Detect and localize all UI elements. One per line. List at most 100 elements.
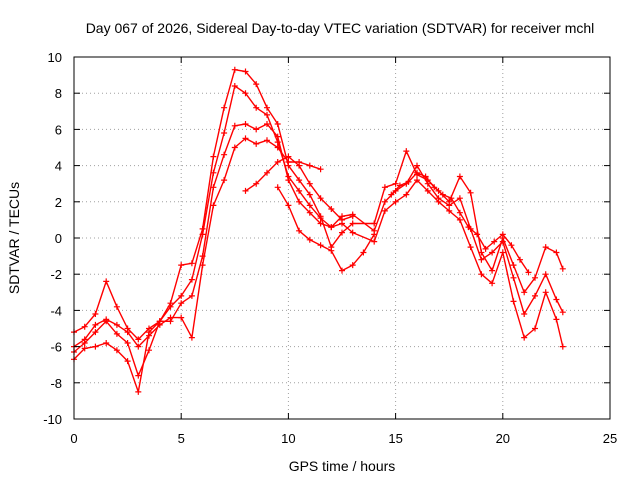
data-point: [510, 274, 517, 281]
data-point: [199, 262, 206, 269]
data-point: [456, 209, 463, 216]
data-point: [188, 260, 195, 267]
data-point: [264, 111, 270, 118]
data-point: [188, 276, 195, 283]
chart-title: Day 067 of 2026, Sidereal Day-to-day VTE…: [86, 20, 595, 36]
data-point: [446, 207, 453, 214]
data-point: [349, 213, 356, 220]
series-day-f: [274, 184, 378, 274]
data-point: [242, 68, 249, 75]
data-point: [478, 256, 485, 263]
data-point: [178, 314, 185, 321]
data-point: [405, 178, 412, 185]
series-day-d: [71, 135, 324, 350]
data-point: [439, 191, 446, 198]
data-point: [178, 262, 185, 269]
data-point: [124, 340, 131, 346]
series-day-a: [71, 66, 566, 343]
y-tick-label: 6: [55, 122, 62, 137]
data-point: [231, 122, 238, 129]
data-point: [81, 323, 88, 330]
data-point: [178, 300, 185, 307]
data-point: [360, 249, 367, 256]
data-point: [274, 121, 281, 127]
data-point: [328, 247, 335, 254]
data-point: [221, 177, 228, 184]
data-point: [296, 162, 303, 169]
x-axis-label: GPS time / hours: [289, 458, 396, 474]
y-tick-label: 8: [55, 86, 62, 101]
data-point: [403, 148, 410, 155]
data-point: [285, 202, 292, 209]
data-point: [396, 182, 403, 189]
data-point: [317, 195, 324, 202]
data-point: [499, 231, 506, 238]
y-axis-label: SDTVAR / TECUs: [6, 182, 22, 294]
data-point: [510, 298, 517, 305]
data-point: [339, 229, 345, 236]
y-tick-label: 10: [48, 50, 62, 65]
data-point: [553, 249, 560, 256]
data-point: [242, 90, 249, 97]
data-point: [542, 271, 549, 278]
data-point: [465, 224, 472, 231]
data-point: [274, 184, 281, 191]
data-point: [474, 231, 481, 238]
data-point: [559, 265, 566, 272]
data-point: [306, 162, 313, 169]
data-point: [435, 198, 442, 205]
data-point: [553, 296, 560, 303]
axis-ticks: [73, 56, 611, 420]
data-point: [349, 220, 356, 227]
series-line: [277, 186, 375, 272]
x-tick-labels: 0 5 10 15 20 25: [70, 431, 617, 446]
data-point: [306, 236, 313, 243]
data-point: [424, 187, 431, 194]
data-point: [264, 121, 270, 127]
data-point: [146, 347, 152, 354]
data-point: [296, 177, 303, 184]
data-point: [264, 104, 270, 111]
data-point: [253, 104, 260, 111]
data-point: [253, 180, 260, 187]
x-tick-label: 0: [70, 431, 77, 446]
data-point: [210, 202, 217, 209]
x-tick-label: 10: [281, 431, 295, 446]
data-point: [517, 256, 523, 263]
data-point: [422, 173, 429, 180]
data-point: [414, 177, 420, 184]
grid: [74, 57, 610, 419]
data-point: [274, 159, 281, 165]
data-point: [521, 289, 528, 296]
data-point: [113, 347, 120, 354]
data-point: [253, 126, 260, 133]
y-tick-label: -6: [50, 340, 62, 355]
data-point: [489, 267, 496, 274]
y-tick-label: 4: [55, 159, 62, 174]
y-tick-label: -4: [50, 303, 62, 318]
data-point: [135, 388, 142, 395]
data-point: [491, 238, 498, 245]
data-point: [274, 144, 281, 151]
series-line: [73, 68, 564, 341]
data-point: [135, 343, 142, 350]
data-point: [381, 184, 388, 191]
y-tick-label: 0: [55, 231, 62, 246]
data-point: [431, 184, 438, 191]
data-point: [446, 202, 453, 209]
data-point: [532, 325, 538, 332]
data-point: [456, 173, 463, 180]
data-point: [349, 262, 356, 269]
data-point: [559, 309, 566, 316]
data-point: [525, 269, 532, 276]
data-point: [167, 303, 174, 310]
data-point: [242, 187, 249, 194]
data-point: [92, 343, 99, 350]
data-point: [210, 153, 217, 160]
data-point: [199, 231, 206, 238]
data-point: [306, 209, 313, 216]
data-point: [317, 242, 324, 249]
data-point: [231, 83, 238, 89]
data-point: [296, 198, 303, 205]
